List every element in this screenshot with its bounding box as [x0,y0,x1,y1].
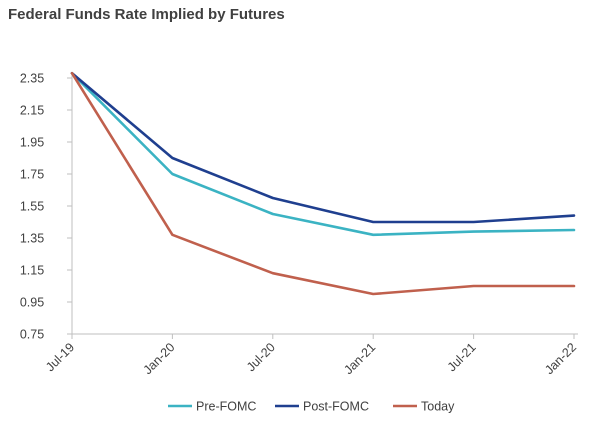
x-tick-label: Jul-21 [445,340,479,374]
x-tick-label: Jan-22 [542,340,579,377]
series-lines [70,71,576,296]
x-tick-label: Jan-21 [341,340,378,377]
y-tick-label: 2.35 [20,72,44,86]
x-axis-ticks: Jul-19 Jan-20 Jul-20 Jan-21 Jul-21 Jan-22 [43,334,579,377]
y-axis-ticks: 2.35 2.15 1.95 1.75 1.55 1.35 1.15 0.95 0.75 [20,72,72,342]
legend-label: Pre-FOMC [196,400,256,414]
y-tick-label: 1.95 [20,136,44,150]
y-tick-label: 1.75 [20,168,44,182]
chart-axes [71,74,578,335]
legend: Pre-FOMC Post-FOMC Today [168,400,455,414]
y-tick-label: 2.15 [20,104,44,118]
y-tick-label: 0.95 [20,296,44,310]
series-line-pre-fomc [70,71,576,237]
y-tick-label: 1.15 [20,264,44,278]
chart-title: Federal Funds Rate Implied by Futures [8,6,285,23]
y-tick-label: 0.75 [20,328,44,342]
legend-label: Today [421,400,455,414]
y-tick-label: 1.35 [20,232,44,246]
x-tick-label: Jul-20 [244,340,278,374]
x-tick-label: Jan-20 [141,340,178,377]
x-tick-label: Jul-19 [43,340,77,374]
y-tick-label: 1.55 [20,200,44,214]
series-line-post-fomc [70,71,576,224]
legend-label: Post-FOMC [303,400,369,414]
series-line-today [70,71,576,296]
